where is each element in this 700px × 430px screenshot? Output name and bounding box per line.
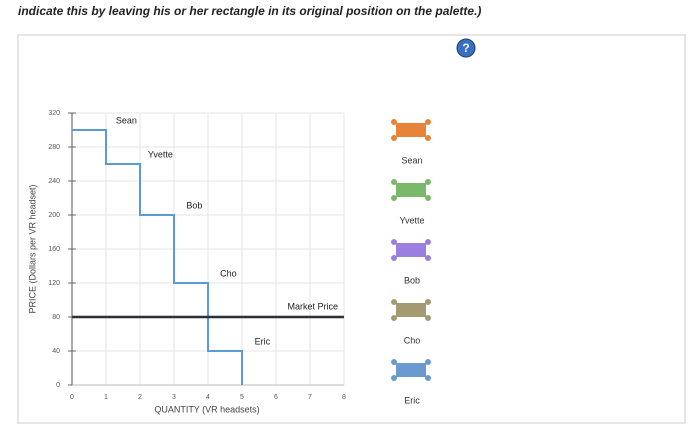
x-tick-label: 5 <box>240 394 244 401</box>
series-line <box>72 129 243 385</box>
y-tick-label: 200 <box>48 212 60 219</box>
palette-icon-handle <box>425 255 431 261</box>
palette-icon-handle <box>425 119 431 125</box>
plot: 0 40 80 120 160 200 240 280 320 0 1 2 3 4 5 6 7 8 QUANTITY… <box>27 110 346 415</box>
x-tick-label: 2 <box>138 394 142 401</box>
instruction: indicate this by leaving his or her rect… <box>18 4 481 18</box>
step-label: Yvette <box>148 149 173 159</box>
series-label: Market Price <box>287 301 338 311</box>
palette-icon-handle <box>391 359 397 365</box>
palette-icon <box>396 243 426 257</box>
palette-icon-handle <box>391 315 397 321</box>
help-button[interactable] <box>456 38 476 58</box>
step-label: Bob <box>186 200 202 210</box>
help-icon: ? <box>462 41 469 55</box>
x-tick-label: 7 <box>308 394 312 401</box>
palette-icon-handle <box>391 255 397 261</box>
y-tick-label: 160 <box>48 246 60 253</box>
palette-icon-handle <box>391 375 397 381</box>
palette-label: Yvette <box>399 215 424 225</box>
step-label: Cho <box>220 268 237 278</box>
palette-icon <box>396 123 426 137</box>
x-tick-label: 3 <box>172 394 176 401</box>
palette-icon-handle <box>425 135 431 141</box>
palette-label: Cho <box>404 335 421 345</box>
palette-icon-handle <box>425 359 431 365</box>
palette-icon-handle <box>425 195 431 201</box>
palette: Sean Yvette Bob Cho Eric <box>391 119 431 405</box>
palette-icon-handle <box>425 299 431 305</box>
y-tick-label: 120 <box>48 280 60 287</box>
palette-label: Eric <box>404 395 420 405</box>
y-tick-label: 40 <box>52 348 60 355</box>
palette-icon <box>396 363 426 377</box>
palette-label: Sean <box>401 155 422 165</box>
y-tick-label: 240 <box>48 178 60 185</box>
step-label: Sean <box>116 115 137 125</box>
palette-icon-handle <box>425 315 431 321</box>
step-label: Eric <box>255 336 271 346</box>
panel <box>17 34 686 424</box>
x-tick-label: 1 <box>104 394 108 401</box>
palette-icon-handle <box>391 299 397 305</box>
palette-icon-handle <box>425 375 431 381</box>
palette-icon-handle <box>391 239 397 245</box>
palette-icon-handle <box>391 119 397 125</box>
palette-icon <box>396 303 426 317</box>
x-tick-label: 6 <box>274 394 278 401</box>
y-tick-label: 0 <box>56 382 60 389</box>
palette-icon-handle <box>425 239 431 245</box>
y-axis-label: PRICE (Dollars per VR headset) <box>27 184 37 313</box>
x-axis-label: QUANTITY (VR headsets) <box>154 404 259 414</box>
palette-icon <box>396 183 426 197</box>
palette-icon-handle <box>391 195 397 201</box>
y-tick-label: 280 <box>48 144 60 151</box>
palette-label: Bob <box>404 275 420 285</box>
y-tick-label: 80 <box>52 314 60 321</box>
palette-icon-handle <box>391 135 397 141</box>
palette-icon-handle <box>391 179 397 185</box>
y-tick-label: 320 <box>48 110 60 117</box>
x-tick-label: 0 <box>70 394 74 401</box>
x-tick-label: 4 <box>206 394 210 401</box>
x-tick-label: 8 <box>342 394 346 401</box>
palette-icon-handle <box>425 179 431 185</box>
